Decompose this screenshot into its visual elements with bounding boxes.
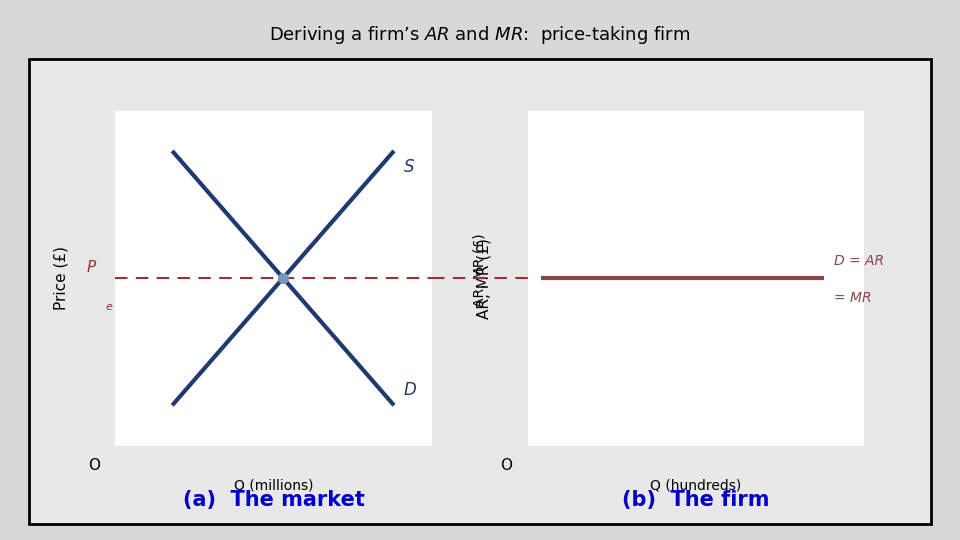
Text: O: O [88,458,101,473]
Text: Q (hundreds): Q (hundreds) [650,479,742,493]
Text: (b)  The firm: (b) The firm [622,490,770,510]
Text: D: D [403,381,417,399]
Text: O: O [500,458,513,473]
Text: P: P [87,260,96,275]
Text: (a)  The market: (a) The market [182,490,365,510]
Text: e: e [106,301,112,312]
Text: Q (millions): Q (millions) [234,479,313,493]
Text: D = AR: D = AR [833,254,884,268]
Text: = MR: = MR [833,291,872,305]
Text: Deriving a firm’s $\mathit{AR}$ and $\mathit{MR}$:  price-taking firm: Deriving a firm’s $\mathit{AR}$ and $\ma… [270,24,690,46]
Text: AR, MR (£): AR, MR (£) [477,238,492,319]
Text: S: S [403,158,414,176]
Text: Price (£): Price (£) [54,246,69,310]
Text: AR, MR (£): AR, MR (£) [473,233,487,307]
